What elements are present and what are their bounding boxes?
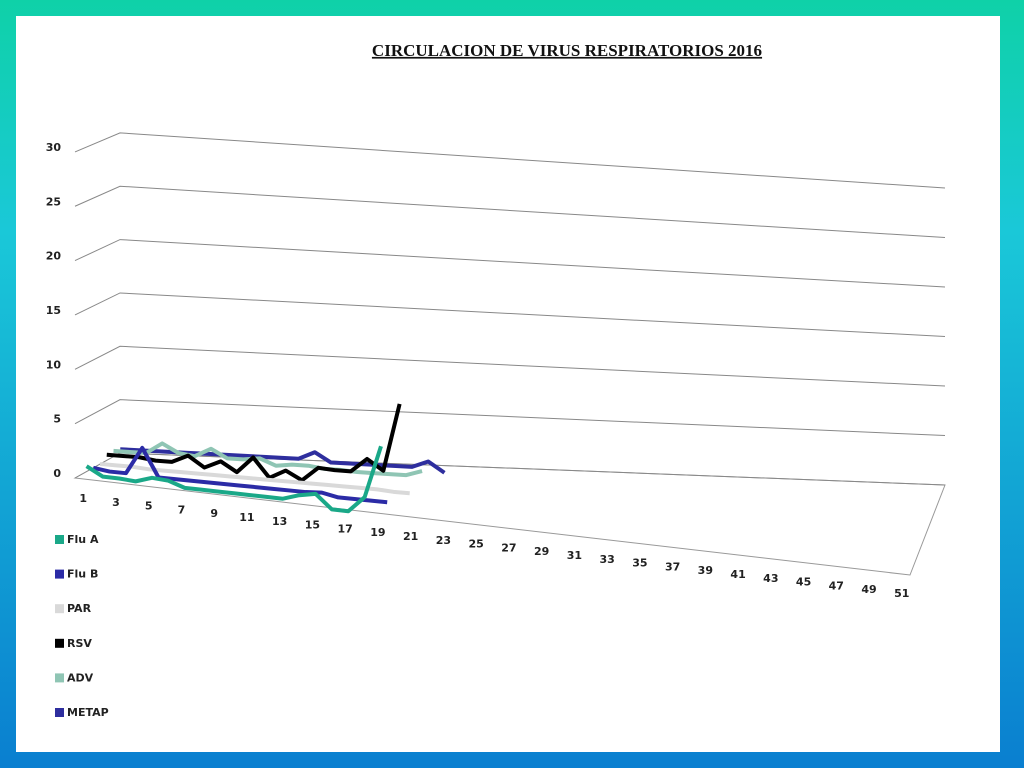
x-tick-label: 11	[239, 511, 254, 524]
y-tick-label: 25	[46, 195, 61, 208]
grid-line	[74, 239, 946, 288]
x-tick-label: 43	[763, 572, 778, 585]
x-tick-label: 41	[730, 568, 745, 581]
x-tick-label: 35	[632, 557, 647, 570]
x-tick-label: 29	[534, 545, 549, 558]
x-tick-label: 5	[145, 500, 153, 513]
y-tick-label: 20	[46, 250, 62, 263]
grid-line	[74, 399, 946, 436]
x-tick-label: 7	[178, 503, 186, 516]
floor	[73, 452, 946, 576]
legend-label: PAR	[67, 602, 92, 615]
chart-title: CIRCULACION DE VIRUS RESPIRATORIOS 2016	[372, 41, 762, 60]
x-tick-label: 9	[210, 507, 218, 520]
series-line	[99, 461, 410, 496]
x-tick-label: 3	[112, 496, 120, 509]
series-line	[92, 445, 388, 505]
y-tick-label: 0	[53, 467, 61, 480]
x-tick-label: 1	[79, 492, 87, 505]
x-tick-label: 21	[403, 530, 418, 543]
x-tick-label: 19	[370, 526, 385, 539]
x-tick-label: 49	[861, 583, 876, 596]
x-tick-label: 39	[698, 564, 713, 577]
x-tick-label: 47	[829, 579, 844, 592]
legend-swatch	[55, 638, 64, 648]
x-tick-label: 25	[468, 538, 483, 551]
legend-label: ADV	[67, 671, 94, 684]
legend-swatch	[55, 673, 64, 683]
series-line	[106, 403, 402, 483]
y-tick-label: 30	[46, 141, 62, 154]
x-tick-label: 45	[796, 576, 811, 589]
y-tick-label: 5	[53, 413, 61, 426]
x-tick-label: 33	[599, 553, 614, 566]
y-tick-label: 10	[46, 358, 62, 371]
grid-line	[74, 292, 946, 337]
y-tick-label: 15	[46, 304, 61, 317]
legend-label: Flu A	[67, 533, 99, 546]
x-tick-label: 17	[337, 522, 352, 535]
grid-line	[74, 345, 946, 387]
legend-label: METAP	[67, 706, 109, 719]
x-tick-label: 51	[894, 587, 909, 600]
x-tick-label: 27	[501, 541, 516, 554]
x-tick-label: 13	[272, 515, 287, 528]
legend-label: RSV	[67, 637, 92, 650]
grid-line	[74, 132, 946, 189]
legend-swatch	[55, 535, 64, 544]
x-tick-label: 31	[567, 549, 582, 562]
x-tick-label: 23	[436, 534, 451, 547]
slide-panel	[16, 16, 1000, 752]
series-line	[85, 445, 383, 514]
x-tick-label: 37	[665, 560, 680, 573]
legend-swatch	[55, 569, 64, 579]
x-tick-label: 15	[305, 519, 320, 532]
legend-swatch	[55, 708, 64, 717]
legend-swatch	[55, 604, 64, 614]
legend-label: Flu B	[67, 568, 98, 581]
grid-line	[74, 185, 946, 238]
